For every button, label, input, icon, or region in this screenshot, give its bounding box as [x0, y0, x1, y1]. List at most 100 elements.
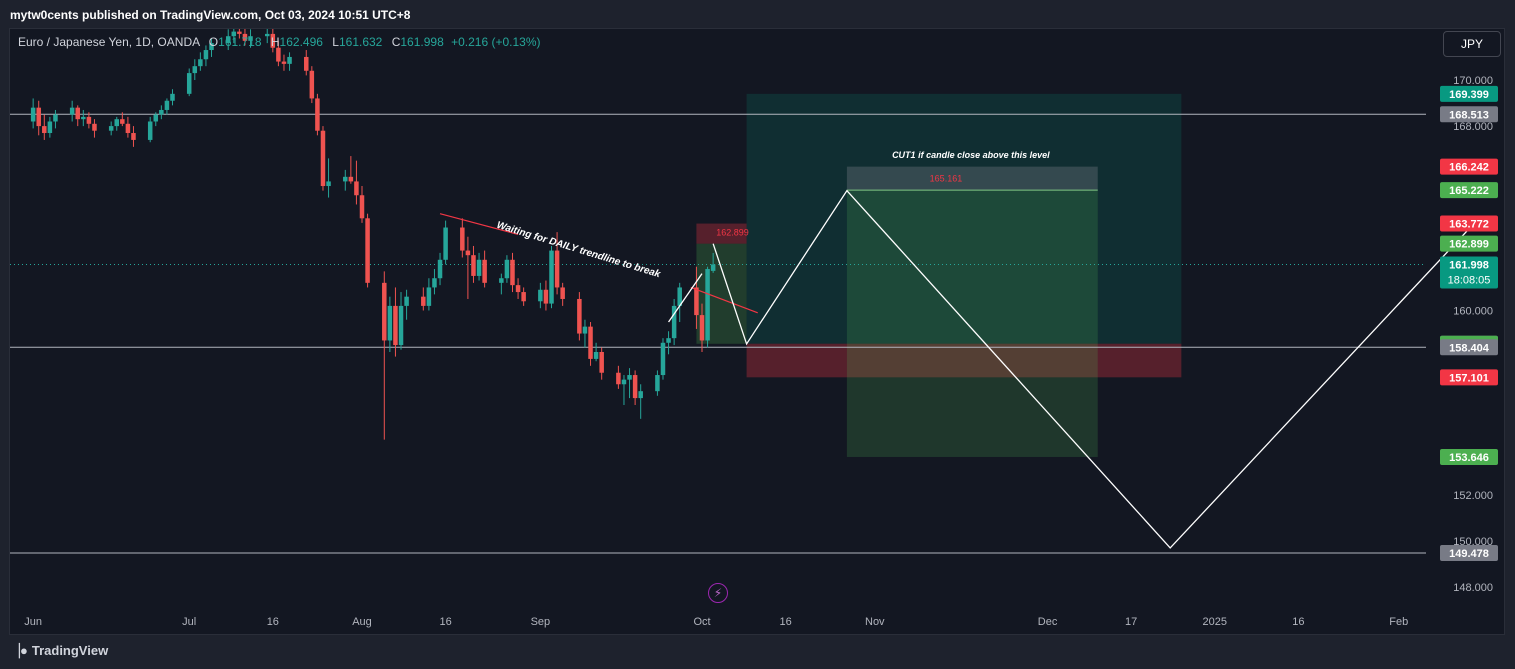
x-tick-label: 2025	[1203, 616, 1227, 628]
short-target-zone	[846, 190, 1098, 457]
x-tick-label: Oct	[693, 616, 710, 628]
candle-body	[471, 255, 476, 276]
price-badge: 163.772	[1449, 219, 1489, 231]
candle-body	[465, 250, 471, 256]
x-tick-label: Jun	[24, 616, 42, 628]
candle-body	[108, 126, 114, 131]
candle-body	[309, 70, 315, 99]
candle-body	[242, 33, 248, 41]
candle-body	[387, 305, 393, 341]
candle-body	[281, 61, 287, 64]
lightning-icon[interactable]: ⚡	[708, 583, 728, 603]
candle-body	[348, 176, 354, 182]
y-tick-label: 160.000	[1453, 306, 1493, 318]
candle-body	[359, 195, 365, 219]
open-label: O	[208, 35, 219, 49]
candle-body	[192, 66, 198, 74]
candle-body	[699, 315, 705, 341]
candle-body	[131, 133, 136, 140]
price-badge-bg	[1440, 85, 1498, 102]
candle-body	[81, 116, 86, 120]
candle-body	[69, 107, 75, 115]
x-tick-label: 16	[267, 616, 279, 628]
candle-body	[499, 278, 504, 283]
close-value: 161.998	[400, 35, 444, 49]
price-chart[interactable]: Waiting for DAILY trendline to break CUT1…	[10, 29, 1505, 635]
candle-body	[159, 109, 164, 115]
candle-body	[426, 287, 432, 306]
candle-body	[170, 93, 175, 101]
candle-body	[588, 326, 593, 359]
last-price-badge-bg	[1440, 256, 1498, 289]
price-badge: 158.404	[1449, 342, 1490, 354]
candle-body	[53, 114, 58, 122]
candle-body	[287, 56, 292, 64]
y-tick-label: 152.000	[1453, 490, 1493, 502]
low-label: L	[332, 35, 339, 49]
long-target-zone	[746, 93, 1182, 344]
candle-body	[621, 379, 627, 385]
candle-body	[86, 116, 92, 124]
candle-body	[382, 282, 387, 341]
candle-body	[560, 287, 565, 299]
candle-body	[577, 298, 582, 334]
candle-body	[632, 375, 638, 399]
candle-body	[92, 123, 97, 131]
y-tick-label: 168.000	[1453, 121, 1493, 133]
price-badge: 165.222	[1449, 185, 1489, 197]
daily-trendline	[439, 213, 519, 236]
x-tick-label: Jul	[182, 616, 196, 628]
price-badge: 162.899	[1449, 239, 1489, 251]
price-badge-bg	[1440, 545, 1498, 562]
candle-body	[225, 36, 231, 44]
candle-body	[393, 305, 398, 346]
candle-body	[231, 31, 237, 37]
last-price-badge: 161.998	[1449, 259, 1489, 271]
candle-body	[164, 100, 170, 110]
candle-body	[549, 250, 554, 304]
price-badge: 157.101	[1449, 372, 1489, 384]
candle-body	[482, 259, 487, 283]
publish-header: mytw0cents published on TradingView.com,…	[0, 0, 1515, 28]
candle-body	[710, 264, 716, 271]
x-tick-label: 17	[1125, 616, 1137, 628]
price-badge-bg	[1440, 369, 1498, 386]
candle-body	[432, 278, 437, 288]
price-badge-bg	[1440, 182, 1498, 199]
candle-body	[198, 59, 203, 67]
price-badge-bg	[1440, 235, 1498, 252]
candle-body	[538, 289, 543, 302]
tradingview-brand[interactable]: ▕● TradingView	[10, 643, 108, 659]
candle-body	[36, 107, 41, 127]
candle-body	[276, 47, 281, 62]
price-badge-bg	[1440, 215, 1498, 232]
candle-body	[437, 259, 443, 279]
y-tick-label: 150.000	[1453, 536, 1493, 548]
candle-body	[125, 123, 131, 134]
chart-panel[interactable]: Waiting for DAILY trendline to break CUT1…	[9, 28, 1505, 635]
x-tick-label: Aug	[352, 616, 372, 628]
price-badge: 149.478	[1449, 548, 1489, 560]
mini-stop-zone	[696, 223, 747, 244]
x-tick-label: Sep	[531, 616, 551, 628]
x-tick-label: 16	[1292, 616, 1304, 628]
cut-level-label: 165.161	[930, 174, 963, 184]
currency-button[interactable]: JPY	[1443, 31, 1501, 57]
candle-body	[186, 73, 192, 94]
candle-body	[320, 130, 326, 187]
price-badge-bg	[1440, 106, 1498, 123]
candle-body	[627, 375, 632, 380]
candle-body	[404, 296, 409, 306]
candle-body	[515, 285, 521, 293]
candle-body	[582, 326, 588, 334]
candle-body	[443, 227, 448, 260]
candle-body	[120, 119, 125, 124]
candle-body	[114, 119, 120, 127]
cut-annotation: CUT1 if candle close above this level	[892, 150, 1050, 160]
candle-body	[398, 305, 404, 346]
price-badge-bg	[1440, 158, 1498, 175]
candle-body	[677, 287, 682, 306]
candle-body	[42, 126, 47, 134]
candle-body	[75, 107, 80, 120]
close-label: C	[391, 35, 401, 49]
